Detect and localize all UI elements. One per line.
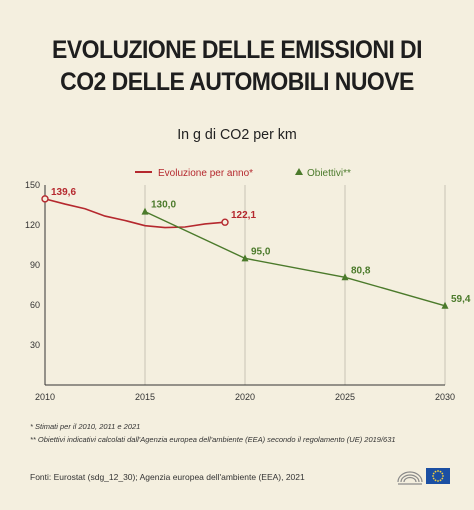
legend-label-evoluzione: Evoluzione per anno* — [158, 168, 253, 179]
data-point-0-2010 — [41, 195, 49, 203]
data-label-1-2025: 80,8 — [351, 265, 371, 276]
hemicycle-icon — [397, 471, 423, 485]
footnotes: * Stimati per il 2010, 2011 e 2021 ** Ob… — [30, 420, 460, 446]
x-tick-label-2010: 2010 — [35, 392, 55, 402]
eu-star-icon — [442, 475, 444, 477]
eu-star-icon — [441, 477, 444, 480]
data-label-0-2019: 122,1 — [231, 210, 256, 221]
eu-flag-icon — [426, 468, 450, 484]
x-tick-label-2025: 2025 — [335, 392, 355, 402]
series-line-0 — [44, 198, 226, 229]
data-label-0-2010: 139,6 — [51, 187, 76, 198]
y-tick-label-90: 90 — [30, 260, 40, 270]
x-tick-label-2015: 2015 — [135, 392, 155, 402]
data-point-1-2020 — [241, 254, 249, 262]
eu-star-icon — [439, 479, 442, 482]
eu-star-icon — [432, 477, 435, 480]
eu-stars-icon — [432, 470, 444, 482]
series-line-1 — [144, 211, 446, 307]
y-tick-label-120: 120 — [25, 220, 40, 230]
y-tick-label-60: 60 — [30, 300, 40, 310]
eu-star-icon — [439, 470, 442, 473]
eu-star-icon — [432, 472, 435, 475]
eu-star-icon — [432, 475, 434, 477]
data-point-1-2015 — [141, 207, 149, 215]
data-point-1-2025 — [341, 273, 349, 281]
chart-subtitle: In g di CO2 per km — [177, 126, 297, 143]
y-tick-label-150: 150 — [25, 180, 40, 190]
data-label-1-2020: 95,0 — [251, 246, 271, 257]
title-line-1: EVOLUZIONE DELLE EMISSIONI DI — [52, 36, 422, 64]
eu-star-icon — [437, 470, 439, 472]
data-point-1-2030 — [441, 301, 449, 309]
footnote-1: * Stimati per il 2010, 2011 e 2021 — [30, 422, 141, 431]
title-line-2: CO2 DELLE AUTOMOBILI NUOVE — [60, 68, 414, 96]
page-title: EVOLUZIONE DELLE EMISSIONI DI CO2 DELLE … — [19, 34, 455, 98]
eu-star-icon — [434, 470, 437, 473]
footnote-2: ** Obiettivi indicativi calcolati dall'A… — [30, 435, 396, 444]
line-chart: 30 60 90 120 150 2010 2015 2020 2025 2030 Evoluzio… — [25, 168, 471, 402]
eu-star-icon — [437, 480, 439, 482]
y-tick-label-30: 30 — [30, 340, 40, 350]
source-text: Fonti: Eurostat (sdg_12_30); Agenzia eur… — [30, 472, 305, 482]
eu-star-icon — [441, 472, 444, 475]
data-label-1-2015: 130,0 — [151, 200, 176, 211]
x-tick-label-2020: 2020 — [235, 392, 255, 402]
data-point-0-2019 — [221, 218, 229, 226]
legend-label-obiettivi: Obiettivi** — [307, 168, 351, 179]
eu-star-icon — [434, 479, 437, 482]
legend-triangle-icon — [295, 168, 303, 175]
x-tick-label-2030: 2030 — [435, 392, 455, 402]
data-label-1-2030: 59,4 — [451, 294, 471, 305]
european-parliament-logo — [397, 468, 450, 485]
